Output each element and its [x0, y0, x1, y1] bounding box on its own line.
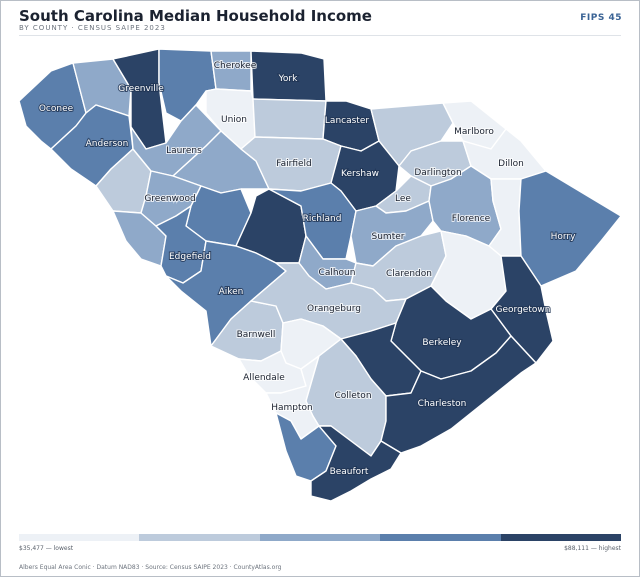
- label-kershaw: Kershaw: [341, 169, 379, 179]
- label-richland: Richland: [303, 214, 342, 224]
- county-cherokee[interactable]: Cherokee: [210, 50, 252, 92]
- label-colleton: Colleton: [334, 391, 371, 401]
- label-greenwood: Greenwood: [144, 194, 195, 204]
- label-georgetown: Georgetown: [496, 305, 551, 315]
- label-calhoun: Calhoun: [319, 268, 356, 278]
- label-hampton: Hampton: [271, 403, 313, 413]
- label-lee: Lee: [395, 194, 411, 204]
- county-horry[interactable]: Horry: [518, 170, 622, 287]
- county-georgetown[interactable]: Georgetown: [490, 255, 554, 364]
- label-marlboro: Marlboro: [454, 127, 494, 137]
- label-dillon: Dillon: [498, 159, 524, 169]
- label-florence: Florence: [452, 214, 491, 224]
- label-sumter: Sumter: [372, 232, 405, 242]
- label-allendale: Allendale: [243, 373, 285, 383]
- label-union: Union: [221, 115, 247, 125]
- county-beaufort[interactable]: Beaufort: [310, 425, 402, 502]
- fips-badge: FIPS 45: [580, 13, 622, 23]
- county-labels: Oconee Greenville Cherokee York Anderson…: [38, 60, 577, 478]
- legend-high-label: $88,111 — highest: [564, 545, 621, 552]
- county-polygons: Oconee Pickens Greenville Spartanburg Ch…: [18, 48, 622, 502]
- county-chester[interactable]: Chester: [252, 98, 327, 140]
- county-york[interactable]: York: [250, 50, 327, 102]
- map-subtitle: BY COUNTY · CENSUS SAIPE 2023: [19, 24, 166, 32]
- legend-swatch-2: [139, 534, 260, 541]
- label-aiken: Aiken: [219, 287, 244, 297]
- legend-swatch-5: [500, 534, 622, 541]
- legend-swatch-4: [380, 534, 501, 541]
- label-barnwell: Barnwell: [237, 330, 276, 340]
- label-greenville: Greenville: [118, 84, 164, 94]
- label-oconee: Oconee: [39, 104, 74, 114]
- label-darlington: Darlington: [414, 168, 461, 178]
- label-anderson: Anderson: [86, 139, 129, 149]
- label-lancaster: Lancaster: [325, 116, 369, 126]
- label-fairfield: Fairfield: [276, 159, 312, 169]
- footer-credits: Albers Equal Area Conic · Datum NAD83 · …: [19, 564, 282, 571]
- legend-low-label: $35,477 — lowest: [19, 545, 74, 552]
- label-horry: Horry: [551, 232, 577, 242]
- label-beaufort: Beaufort: [330, 467, 369, 477]
- label-orangeburg: Orangeburg: [307, 304, 361, 314]
- map-title: South Carolina Median Household Income: [19, 7, 372, 25]
- label-edgefield: Edgefield: [169, 252, 211, 262]
- label-charleston: Charleston: [418, 399, 467, 409]
- label-laurens: Laurens: [166, 146, 202, 156]
- label-clarendon: Clarendon: [386, 269, 432, 279]
- legend-swatch-1: [19, 534, 140, 541]
- label-berkeley: Berkeley: [422, 338, 462, 348]
- county-map: Oconee Pickens Greenville Spartanburg Ch…: [18, 48, 622, 502]
- header-divider: [19, 35, 621, 36]
- legend-color-ramp: [19, 534, 622, 541]
- label-cherokee: Cherokee: [214, 61, 257, 71]
- legend-swatch-3: [259, 534, 381, 541]
- label-york: York: [278, 74, 299, 84]
